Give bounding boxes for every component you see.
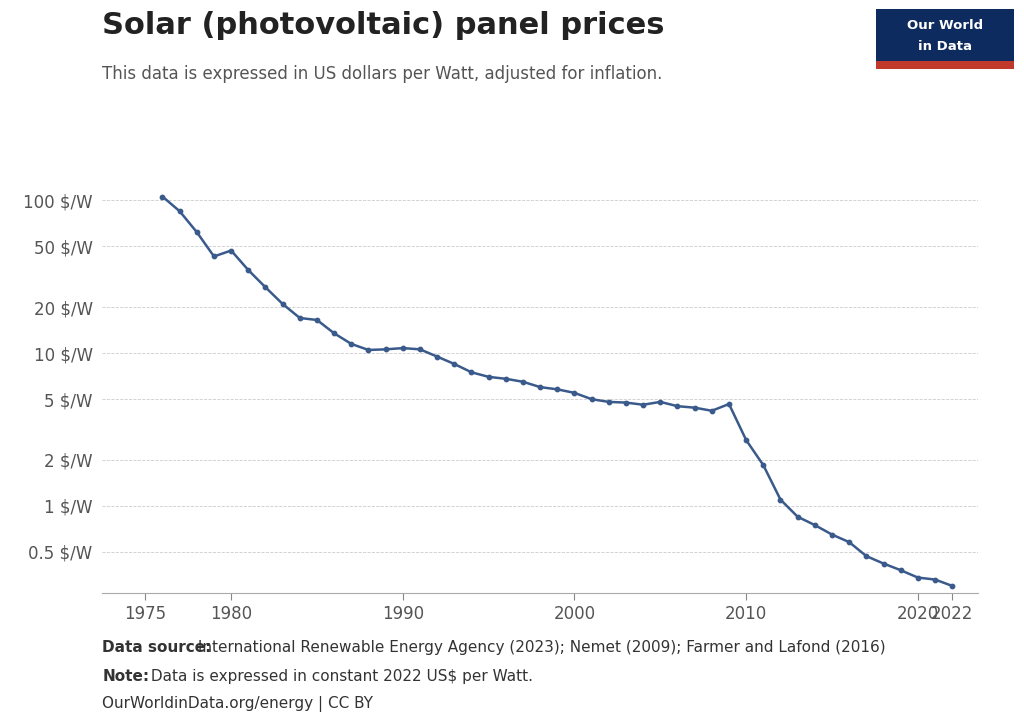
Point — [893, 565, 909, 576]
Point — [343, 338, 359, 350]
Point — [188, 226, 205, 238]
Point — [257, 281, 273, 293]
Point — [394, 342, 411, 354]
Point — [326, 328, 342, 339]
Point — [498, 373, 514, 385]
Point — [566, 387, 583, 398]
Text: Data source:: Data source: — [102, 640, 212, 655]
Text: in Data: in Data — [918, 40, 972, 53]
Point — [292, 312, 308, 324]
Point — [738, 435, 755, 446]
Point — [703, 405, 720, 416]
Point — [206, 251, 222, 262]
Text: Data is expressed in constant 2022 US$ per Watt.: Data is expressed in constant 2022 US$ p… — [146, 669, 534, 684]
Text: Data source: International Renewable Energy Agency (2023); Nemet (2009); Farmer : Data source: International Renewable Ene… — [102, 640, 893, 655]
Point — [909, 572, 926, 583]
Point — [721, 398, 737, 410]
Point — [549, 384, 565, 395]
Point — [823, 529, 840, 540]
Point — [412, 343, 428, 355]
Point — [223, 245, 240, 257]
Point — [670, 401, 686, 412]
Point — [274, 298, 291, 309]
Point — [652, 396, 669, 408]
Point — [686, 402, 702, 414]
Point — [790, 511, 806, 523]
Point — [446, 358, 463, 369]
Point — [240, 265, 256, 276]
Point — [584, 393, 600, 405]
Point — [532, 381, 549, 393]
Point — [841, 536, 857, 548]
Point — [601, 396, 617, 408]
Text: Our World: Our World — [906, 20, 983, 33]
Text: OurWorldinData.org/energy | CC BY: OurWorldinData.org/energy | CC BY — [102, 696, 374, 711]
Point — [515, 376, 531, 388]
Point — [378, 343, 394, 355]
Point — [155, 191, 171, 202]
Point — [309, 315, 326, 326]
Point — [876, 557, 892, 569]
Point — [360, 344, 377, 356]
Point — [617, 397, 634, 408]
Point — [858, 550, 874, 562]
Text: Note:: Note: — [102, 669, 150, 684]
Text: International Renewable Energy Agency (2023); Nemet (2009); Farmer and Lafond (2: International Renewable Energy Agency (2… — [193, 640, 885, 655]
Point — [429, 351, 445, 362]
Point — [480, 371, 497, 382]
Point — [772, 494, 788, 505]
Point — [807, 519, 823, 531]
Point — [635, 399, 651, 411]
Text: This data is expressed in US dollars per Watt, adjusted for inflation.: This data is expressed in US dollars per… — [102, 65, 663, 83]
Point — [755, 459, 771, 471]
Point — [171, 205, 187, 217]
Point — [944, 580, 961, 591]
Point — [927, 574, 943, 586]
Text: Solar (photovoltaic) panel prices: Solar (photovoltaic) panel prices — [102, 11, 665, 40]
Point — [463, 367, 479, 378]
